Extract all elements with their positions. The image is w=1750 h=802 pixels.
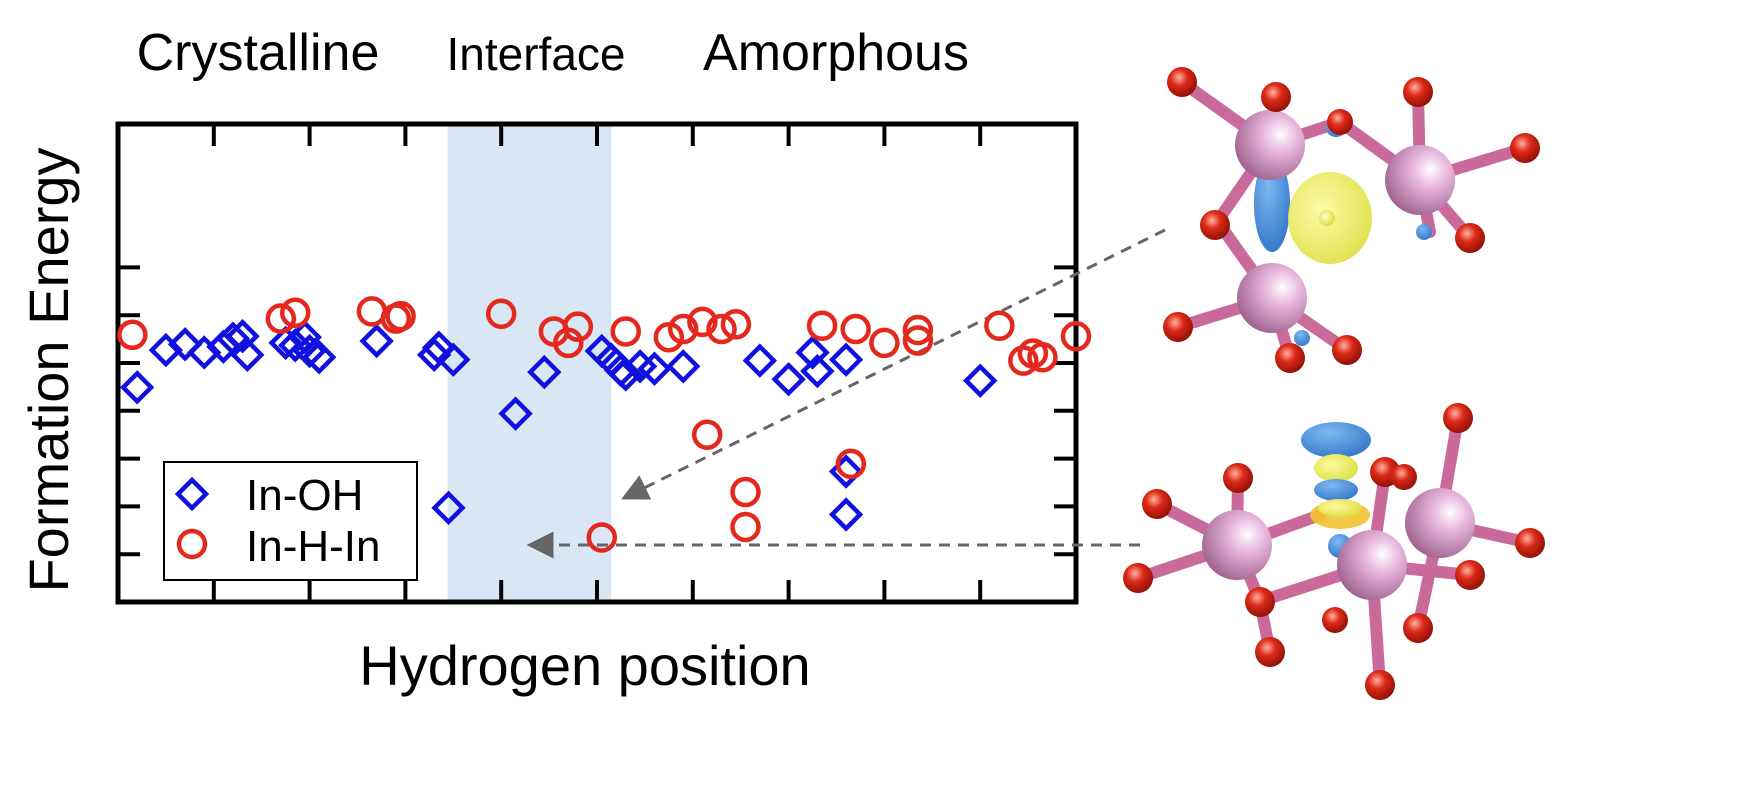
in-oh-point-7 bbox=[230, 337, 265, 373]
in-oh-point-31 bbox=[828, 342, 864, 377]
in-h-in-point-9 bbox=[562, 311, 594, 342]
in-h-in-point-21 bbox=[984, 310, 1015, 341]
in-h-in-point-17 bbox=[840, 313, 871, 345]
in-oh-point-23 bbox=[608, 357, 643, 392]
in-oh-point-12 bbox=[301, 340, 337, 375]
in-oh-point-33 bbox=[828, 497, 864, 532]
data-points bbox=[117, 296, 1092, 553]
in-h-in-point-18 bbox=[869, 327, 900, 359]
in-h-in-point-24 bbox=[1027, 342, 1058, 373]
in-oh-point-17 bbox=[431, 490, 466, 526]
x-axis-title: Hydrogen position bbox=[359, 634, 810, 697]
in-oh-point-28 bbox=[771, 362, 806, 397]
in-h-in-point-14 bbox=[706, 313, 737, 345]
in-h-in-point-2 bbox=[279, 297, 311, 329]
region-label-crystalline: Crystalline bbox=[137, 24, 380, 82]
in-h-in-point-26 bbox=[691, 419, 723, 450]
in-h-in-point-12 bbox=[667, 313, 699, 345]
in-h-in-point-29 bbox=[835, 448, 867, 480]
region-label-amorphous: Amorphous bbox=[703, 24, 969, 82]
in-h-in-point-5 bbox=[385, 300, 416, 332]
in-h-in-point-15 bbox=[720, 309, 752, 340]
y-axis-title: Formation Energy bbox=[17, 147, 80, 592]
upper-structure-image bbox=[1163, 67, 1540, 373]
legend-marker-in-oh bbox=[174, 476, 210, 512]
in-oh-point-6 bbox=[225, 319, 260, 354]
upper-structure-arrow bbox=[621, 228, 1166, 500]
in-h-in-point-25 bbox=[1060, 320, 1092, 352]
in-oh-point-2 bbox=[167, 327, 203, 362]
in-h-in-point-16 bbox=[806, 310, 838, 341]
in-h-in-point-19 bbox=[902, 314, 934, 346]
in-h-in-point-27 bbox=[730, 476, 761, 508]
interface-shaded-region bbox=[447, 124, 612, 602]
legend: In-OH In-H-In bbox=[163, 461, 418, 581]
in-oh-point-25 bbox=[637, 351, 672, 386]
in-oh-point-30 bbox=[800, 353, 835, 389]
in-h-in-point-1 bbox=[265, 303, 297, 334]
in-oh-point-34 bbox=[963, 363, 998, 398]
region-label-interface: Interface bbox=[447, 28, 626, 80]
in-h-in-point-30 bbox=[586, 522, 618, 553]
axis-ticks bbox=[118, 124, 1078, 602]
legend-marker-in-h-in bbox=[176, 528, 208, 560]
in-h-in-point-0 bbox=[117, 319, 148, 351]
in-h-in-point-28 bbox=[730, 511, 761, 543]
in-oh-point-19 bbox=[527, 354, 562, 390]
in-oh-point-16 bbox=[436, 342, 471, 377]
legend-label-in-oh: In-OH bbox=[246, 471, 363, 520]
in-oh-point-10 bbox=[287, 320, 322, 355]
in-oh-point-13 bbox=[359, 323, 394, 359]
in-oh-point-18 bbox=[498, 396, 533, 431]
legend-box bbox=[163, 461, 418, 581]
in-h-in-point-20 bbox=[902, 325, 934, 356]
in-h-in-point-6 bbox=[485, 298, 517, 330]
in-oh-point-29 bbox=[795, 335, 830, 370]
legend-label-in-h-in: In-H-In bbox=[246, 522, 380, 571]
in-oh-point-27 bbox=[742, 343, 778, 378]
in-oh-point-26 bbox=[666, 349, 701, 384]
in-h-in-point-10 bbox=[610, 316, 641, 347]
in-h-in-point-8 bbox=[553, 327, 584, 359]
lower-structure-image bbox=[1123, 403, 1545, 700]
in-h-in-point-13 bbox=[687, 306, 718, 338]
in-oh-point-0 bbox=[119, 370, 155, 405]
